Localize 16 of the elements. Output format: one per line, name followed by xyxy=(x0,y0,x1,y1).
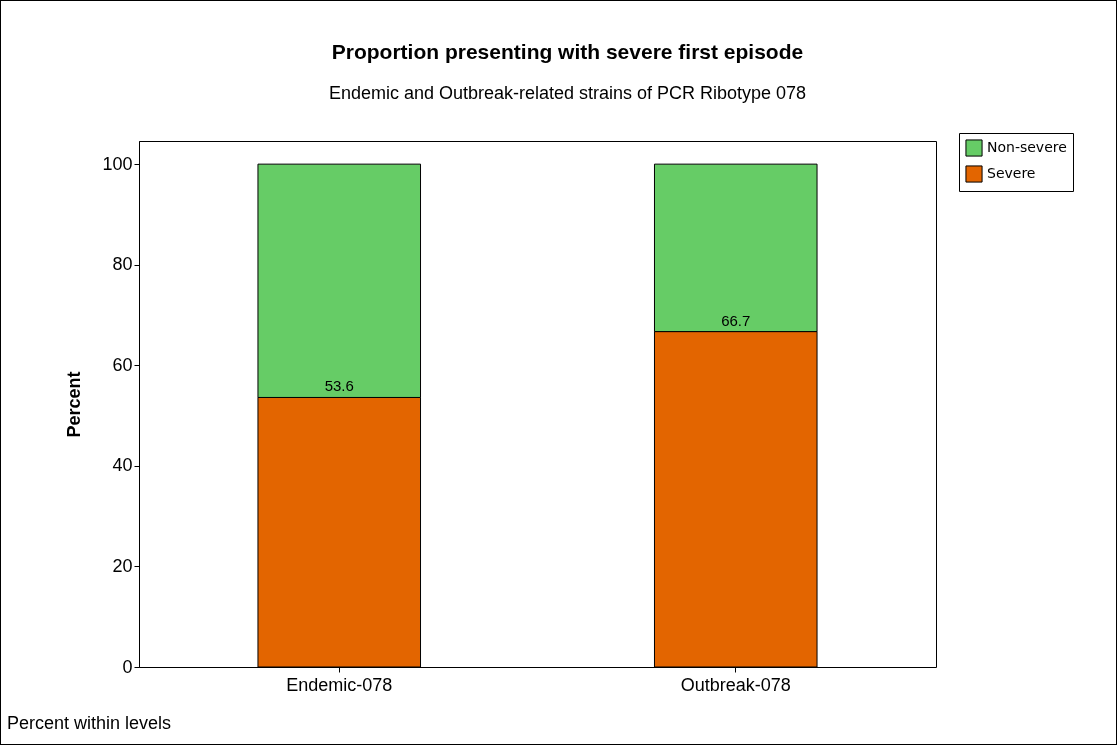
y-tick-label: 20 xyxy=(112,555,133,576)
y-tick-label: 100 xyxy=(102,153,133,174)
data-label: 66.7 xyxy=(721,311,751,329)
legend-label: Severe xyxy=(987,165,1036,181)
y-axis-title: Percent xyxy=(64,371,85,438)
text: Percent within levels xyxy=(7,713,172,734)
y-tick-label: 0 xyxy=(122,656,133,677)
y-tick-label: 40 xyxy=(112,455,133,476)
legend-label: Non-severe xyxy=(987,139,1067,155)
x-tick-label: Outbreak-078 xyxy=(680,674,791,695)
data-label: 53.6 xyxy=(324,377,354,395)
chart-title: Proportion presenting with severe first episode xyxy=(331,39,804,63)
x-tick-label: Endemic-078 xyxy=(286,674,393,695)
chart-subtitle: Endemic and Outbreak-related strains of PCR Ribotype 078 xyxy=(328,82,807,103)
y-tick-label: 60 xyxy=(112,354,133,375)
y-tick-label: 80 xyxy=(112,254,133,275)
